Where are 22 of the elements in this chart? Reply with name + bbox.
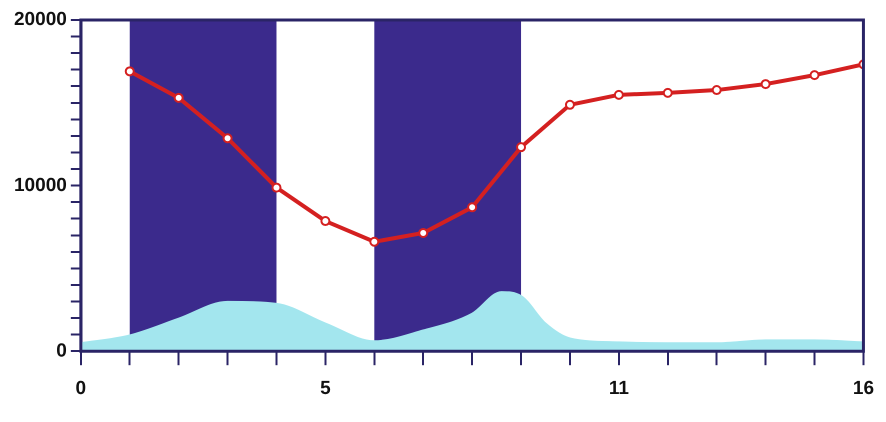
point — [614, 90, 624, 100]
point — [174, 92, 184, 103]
point — [516, 142, 526, 152]
point — [369, 236, 380, 247]
point — [662, 88, 673, 98]
point — [320, 216, 330, 226]
point — [124, 66, 135, 76]
point — [222, 133, 233, 144]
x-tick-label: 5 — [320, 378, 332, 399]
x-tick-label: 16 — [852, 378, 874, 399]
x-tick-label: 11 — [608, 378, 630, 399]
point — [564, 100, 575, 110]
x-tick-label: 0 — [76, 378, 86, 399]
point — [467, 202, 478, 212]
point — [271, 182, 282, 193]
point — [712, 85, 722, 96]
point — [810, 70, 820, 80]
y-tick-label: 20000 — [14, 9, 67, 30]
point — [418, 228, 428, 238]
y-tick-label: 0 — [56, 340, 67, 362]
point — [760, 79, 771, 90]
y-tick-label: 10000 — [14, 174, 67, 196]
